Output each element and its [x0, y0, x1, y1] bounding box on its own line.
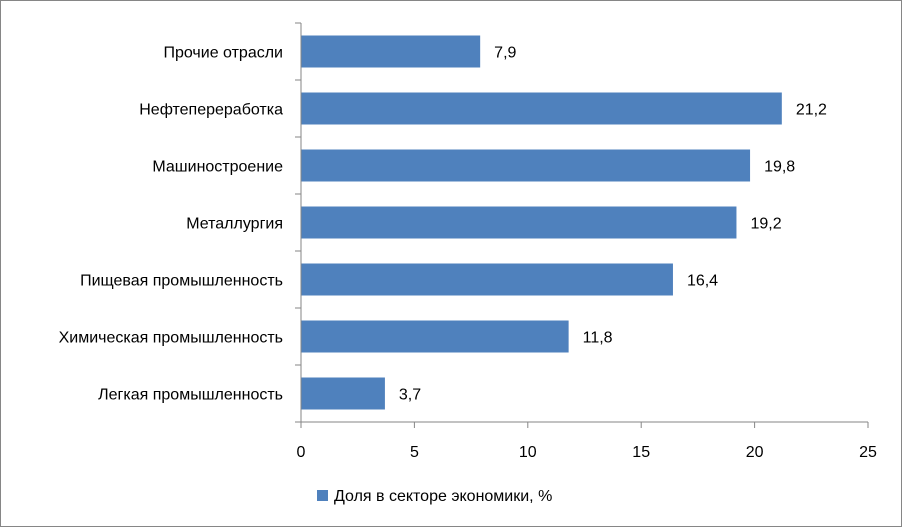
category-label: Легкая промышленность [98, 387, 283, 404]
legend: Доля в секторе экономики, % [317, 488, 552, 505]
x-tick-label: 20 [746, 444, 764, 461]
bar [301, 35, 481, 68]
category-label: Химическая промышленность [59, 330, 283, 347]
legend-swatch [317, 490, 328, 501]
bar [301, 320, 569, 353]
x-tick-label: 0 [297, 444, 306, 461]
data-label: 16,4 [687, 273, 718, 290]
bar [301, 149, 751, 182]
bar [301, 377, 385, 410]
category-label: Машиностроение [152, 159, 283, 176]
category-label: Нефтепереработка [139, 102, 283, 119]
data-label: 19,8 [764, 159, 795, 176]
bar [301, 263, 673, 296]
data-label: 7,9 [494, 45, 516, 62]
x-tick-label: 10 [519, 444, 537, 461]
data-label: 3,7 [399, 387, 421, 404]
x-tick-label: 5 [410, 444, 419, 461]
category-label: Металлургия [186, 216, 283, 233]
data-label: 11,8 [583, 330, 613, 347]
data-label: 19,2 [750, 216, 781, 233]
category-label: Пищевая промышленность [80, 273, 283, 290]
bar [301, 92, 782, 125]
x-tick-label: 25 [859, 444, 877, 461]
legend-label: Доля в секторе экономики, % [334, 488, 552, 505]
bar [301, 206, 737, 239]
x-tick-label: 15 [632, 444, 650, 461]
category-label: Прочие отрасли [163, 45, 283, 62]
data-label: 21,2 [796, 102, 827, 119]
